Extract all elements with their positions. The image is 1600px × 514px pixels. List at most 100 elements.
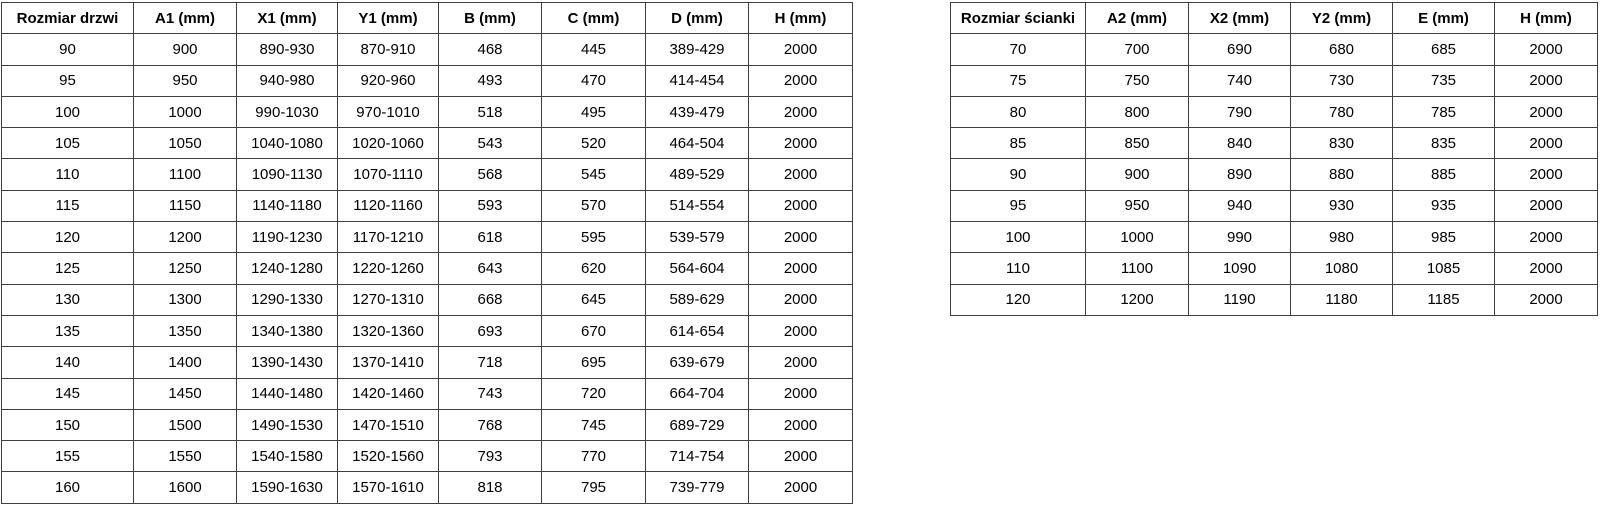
table-cell: 568 — [438, 158, 542, 191]
table-cell: 1040-1080 — [236, 127, 338, 160]
table-cell: 125 — [1, 252, 134, 285]
table-cell: 105 — [1, 127, 134, 160]
table-cell: 745 — [541, 408, 646, 442]
table-cell: 818 — [438, 471, 542, 504]
table-cell: 1220-1260 — [337, 252, 439, 285]
door-size-table: Rozmiar drzwi A1 (mm) X1 (mm) Y1 (mm) B (mm)… — [1, 1, 853, 504]
table-cell: 155 — [1, 440, 134, 473]
table-cell: 2000 — [1494, 127, 1598, 160]
table-cell: 664-704 — [645, 377, 749, 410]
table-cell: 618 — [438, 221, 542, 254]
column-header: X2 (mm) — [1188, 1, 1291, 35]
table-cell: 835 — [1392, 127, 1495, 160]
table-cell: 130 — [1, 283, 134, 316]
column-header: Y1 (mm) — [337, 1, 439, 35]
wall-panel-size-table: Rozmiar ścianki A2 (mm) X2 (mm) Y2 (mm) E (m… — [950, 1, 1598, 316]
table-cell: 2000 — [1494, 221, 1598, 254]
table-cell: 950 — [1085, 189, 1189, 223]
table-cell: 1020-1060 — [337, 127, 439, 160]
table-cell: 539-579 — [645, 221, 749, 254]
table-row: 95 950 940 930 935 2000 — [950, 189, 1598, 223]
table-cell: 620 — [541, 252, 646, 285]
table-cell: 1250 — [133, 252, 237, 285]
table-row: 100 1000 990-1030 970-1010 518 495 439-479 2000 — [1, 95, 853, 129]
table-cell: 140 — [1, 346, 134, 379]
table-row: 150 1500 1490-1530 1470-1510 768 745 689-729 20… — [1, 408, 853, 442]
table-cell: 645 — [541, 283, 646, 316]
table-row: 130 1300 1290-1330 1270-1310 668 645 589-629 20… — [1, 283, 853, 316]
table-cell: 930 — [1290, 189, 1393, 223]
table-row: 120 1200 1190 1180 1185 2000 — [950, 283, 1598, 316]
table-cell: 90 — [950, 158, 1086, 191]
table-cell: 700 — [1085, 33, 1189, 66]
table-cell: 739-779 — [645, 471, 749, 504]
table-cell: 639-679 — [645, 346, 749, 379]
table-row: 135 1350 1340-1380 1320-1360 693 670 614-654 20… — [1, 314, 853, 348]
table-cell: 1440-1480 — [236, 377, 338, 410]
table-cell: 830 — [1290, 127, 1393, 160]
table-cell: 1090 — [1188, 252, 1291, 285]
table-cell: 1150 — [133, 189, 237, 223]
table-cell: 2000 — [748, 158, 853, 191]
table-cell: 1240-1280 — [236, 252, 338, 285]
table-cell: 1085 — [1392, 252, 1495, 285]
table-cell: 1370-1410 — [337, 346, 439, 379]
table-row: 90 900 890-930 870-910 468 445 389-429 2000 — [1, 33, 853, 66]
table-cell: 1420-1460 — [337, 377, 439, 410]
table-row: 120 1200 1190-1230 1170-1210 618 595 539-579 20… — [1, 221, 853, 254]
header-row: Rozmiar drzwi A1 (mm) X1 (mm) Y1 (mm) B (mm)… — [1, 1, 853, 35]
table-cell: 110 — [950, 252, 1086, 285]
table-cell: 470 — [541, 64, 646, 97]
table-cell: 70 — [950, 33, 1086, 66]
table-cell: 439-479 — [645, 95, 749, 129]
table-cell: 2000 — [1494, 283, 1598, 316]
table-cell: 2000 — [748, 189, 853, 223]
table-cell: 770 — [541, 440, 646, 473]
table-cell: 1170-1210 — [337, 221, 439, 254]
table-cell: 1540-1580 — [236, 440, 338, 473]
table-cell: 2000 — [748, 33, 853, 66]
table-cell: 900 — [1085, 158, 1189, 191]
table-row: 85 850 840 830 835 2000 — [950, 127, 1598, 160]
table-row: 145 1450 1440-1480 1420-1460 743 720 664-704 20… — [1, 377, 853, 410]
table-cell: 790 — [1188, 95, 1291, 129]
table-cell: 720 — [541, 377, 646, 410]
table-cell: 714-754 — [645, 440, 749, 473]
table-cell: 1190 — [1188, 283, 1291, 316]
table-cell: 1000 — [133, 95, 237, 129]
table-row: 160 1600 1590-1630 1570-1610 818 795 739-779 20… — [1, 471, 853, 504]
table-cell: 1470-1510 — [337, 408, 439, 442]
table-row: 100 1000 990 980 985 2000 — [950, 221, 1598, 254]
table-cell: 890 — [1188, 158, 1291, 191]
table-cell: 2000 — [748, 408, 853, 442]
column-header: A2 (mm) — [1085, 1, 1189, 35]
table-cell: 493 — [438, 64, 542, 97]
table-cell: 495 — [541, 95, 646, 129]
table-cell: 1500 — [133, 408, 237, 442]
table-cell: 750 — [1085, 64, 1189, 97]
table-cell: 1120-1160 — [337, 189, 439, 223]
table-cell: 543 — [438, 127, 542, 160]
table-cell: 850 — [1085, 127, 1189, 160]
table-cell: 1390-1430 — [236, 346, 338, 379]
table-row: 90 900 890 880 885 2000 — [950, 158, 1598, 191]
table-cell: 885 — [1392, 158, 1495, 191]
table-row: 95 950 940-980 920-960 493 470 414-454 2000 — [1, 64, 853, 97]
table-cell: 1270-1310 — [337, 283, 439, 316]
table-cell: 614-654 — [645, 314, 749, 348]
table-cell: 1180 — [1290, 283, 1393, 316]
table-cell: 980 — [1290, 221, 1393, 254]
table-cell: 680 — [1290, 33, 1393, 66]
column-header: H (mm) — [1494, 1, 1598, 35]
table-cell: 2000 — [1494, 64, 1598, 97]
table-row: 80 800 790 780 785 2000 — [950, 95, 1598, 129]
table-cell: 1090-1130 — [236, 158, 338, 191]
table-cell: 489-529 — [645, 158, 749, 191]
table-cell: 100 — [950, 221, 1086, 254]
table-cell: 890-930 — [236, 33, 338, 66]
table-cell: 445 — [541, 33, 646, 66]
table-cell: 1400 — [133, 346, 237, 379]
table-cell: 990-1030 — [236, 95, 338, 129]
table-cell: 800 — [1085, 95, 1189, 129]
table-cell: 870-910 — [337, 33, 439, 66]
